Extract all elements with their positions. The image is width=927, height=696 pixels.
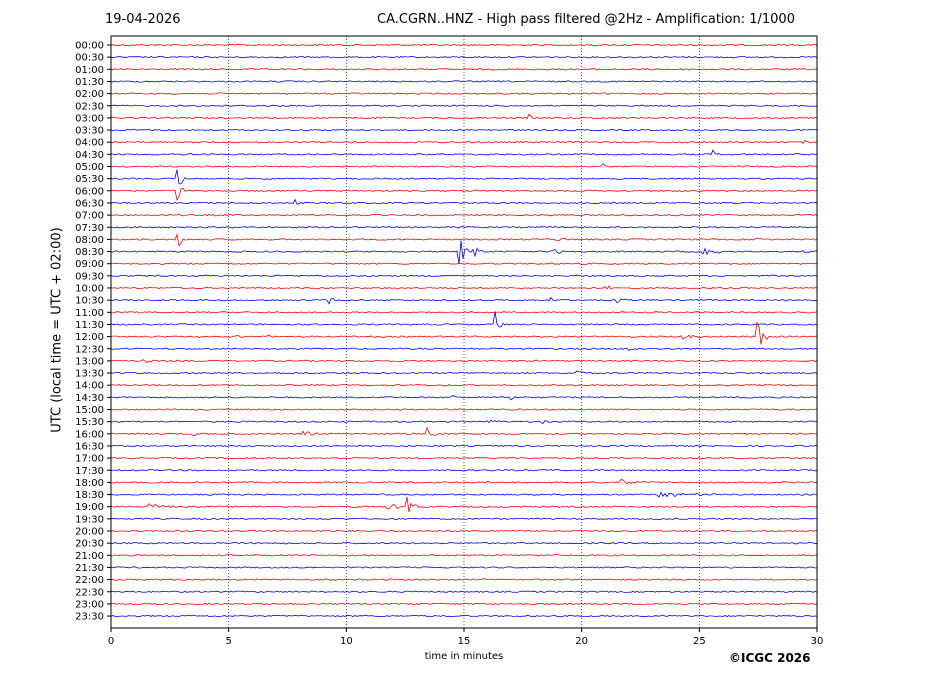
y-tick-label: 06:30 (75, 198, 104, 209)
y-tick-label: 17:30 (75, 466, 104, 477)
trace-row-1530 (110, 419, 818, 425)
y-tick-label: 10:30 (75, 296, 104, 307)
grid-lines (228, 36, 700, 628)
trace-row-1700 (110, 456, 818, 460)
y-tick-label: 03:30 (75, 126, 104, 137)
y-tick-label: 08:30 (75, 247, 104, 258)
y-tick-label: 15:00 (75, 405, 104, 416)
trace-row-1830 (110, 491, 818, 498)
trace-row-1730 (110, 469, 818, 472)
y-tick-label: 16:00 (75, 429, 104, 440)
y-tick-label: 04:30 (75, 150, 104, 161)
x-axis-label: time in minutes (424, 651, 504, 662)
y-tick-label: 11:00 (75, 308, 104, 319)
trace-row-0300 (110, 113, 818, 120)
y-tick-label: 17:00 (75, 454, 104, 465)
y-tick-label: 14:30 (75, 393, 104, 404)
trace-row-0930 (110, 274, 818, 277)
y-tick-label: 13:00 (75, 356, 104, 367)
y-tick-label: 02:30 (75, 101, 104, 112)
chart-title: CA.CGRN..HNZ - High pass filtered @2Hz -… (377, 12, 795, 27)
y-tick-label: 15:30 (75, 417, 104, 428)
y-tick-label: 04:00 (75, 138, 104, 149)
x-tick-label: 25 (693, 636, 706, 647)
trace-row-0530 (110, 169, 818, 185)
x-tick-label: 10 (340, 636, 353, 647)
trace-row-0900 (110, 262, 818, 265)
y-tick-label: 11:30 (75, 320, 104, 331)
y-tick-label: 18:00 (75, 478, 104, 489)
y-tick-label: 02:00 (75, 89, 104, 100)
trace-row-1400 (110, 384, 818, 387)
y-tick-label: 00:30 (75, 53, 104, 64)
trace-row-1630 (110, 444, 818, 448)
y-tick-label: 14:00 (75, 381, 104, 392)
x-tick-label: 15 (458, 636, 471, 647)
y-tick-label: 03:00 (75, 113, 104, 124)
y-tick-label: 19:00 (75, 502, 104, 513)
y-tick-label: 05:00 (75, 162, 104, 173)
y-tick-label: 06:00 (75, 186, 104, 197)
y-tick-label: 01:00 (75, 65, 104, 76)
y-tick-label: 20:30 (75, 539, 104, 550)
x-tick-label: 0 (108, 636, 114, 647)
trace-row-0430 (110, 149, 818, 156)
y-tick-label: 07:00 (75, 211, 104, 222)
y-tick-label: 08:00 (75, 235, 104, 246)
trace-row-0630 (110, 198, 818, 205)
trace-row-0700 (110, 213, 818, 217)
trace-row-1500 (110, 408, 818, 411)
trace-row-0000 (110, 43, 818, 47)
y-tick-label: 21:00 (75, 551, 104, 562)
y-tick-label: 19:30 (75, 514, 104, 525)
x-tick-label: 20 (575, 636, 588, 647)
plot-frame (110, 35, 818, 629)
y-tick-label: 12:00 (75, 332, 104, 343)
trace-row-0600 (110, 187, 818, 201)
y-tick-label: 23:30 (75, 612, 104, 623)
y-tick-label: 22:30 (75, 587, 104, 598)
y-axis-label: UTC (local time = UTC + 02:00) (49, 227, 65, 433)
trace-row-0730 (110, 226, 818, 229)
x-tick-label: 5 (225, 636, 231, 647)
y-tick-label: 10:00 (75, 284, 104, 295)
y-tick-label: 21:30 (75, 563, 104, 574)
y-tick-label: 12:30 (75, 344, 104, 355)
x-tick-label: 30 (811, 636, 824, 647)
copyright-credit: ©ICGC 2026 (729, 651, 811, 665)
trace-row-0830 (110, 240, 818, 265)
y-tick-label: 07:30 (75, 223, 104, 234)
trace-row-0500 (110, 163, 818, 168)
y-tick-label: 22:00 (75, 575, 104, 586)
y-tick-label: 23:00 (75, 599, 104, 610)
y-tick-label: 16:30 (75, 441, 104, 452)
y-tick-label: 20:00 (75, 527, 104, 538)
y-tick-label: 09:00 (75, 259, 104, 270)
date-label: 19-04-2026 (105, 12, 181, 27)
y-tick-label: 05:30 (75, 174, 104, 185)
y-tick-label: 18:30 (75, 490, 104, 501)
x-axis-ticks: 0 5 10 15 20 25 30 (108, 628, 824, 647)
trace-row-1600 (110, 426, 818, 437)
y-tick-label: 13:30 (75, 369, 104, 380)
y-tick-label: 00:00 (75, 41, 104, 52)
trace-row-0800 (110, 232, 818, 247)
y-tick-label: 09:30 (75, 271, 104, 282)
y-tick-label: 01:30 (75, 77, 104, 88)
